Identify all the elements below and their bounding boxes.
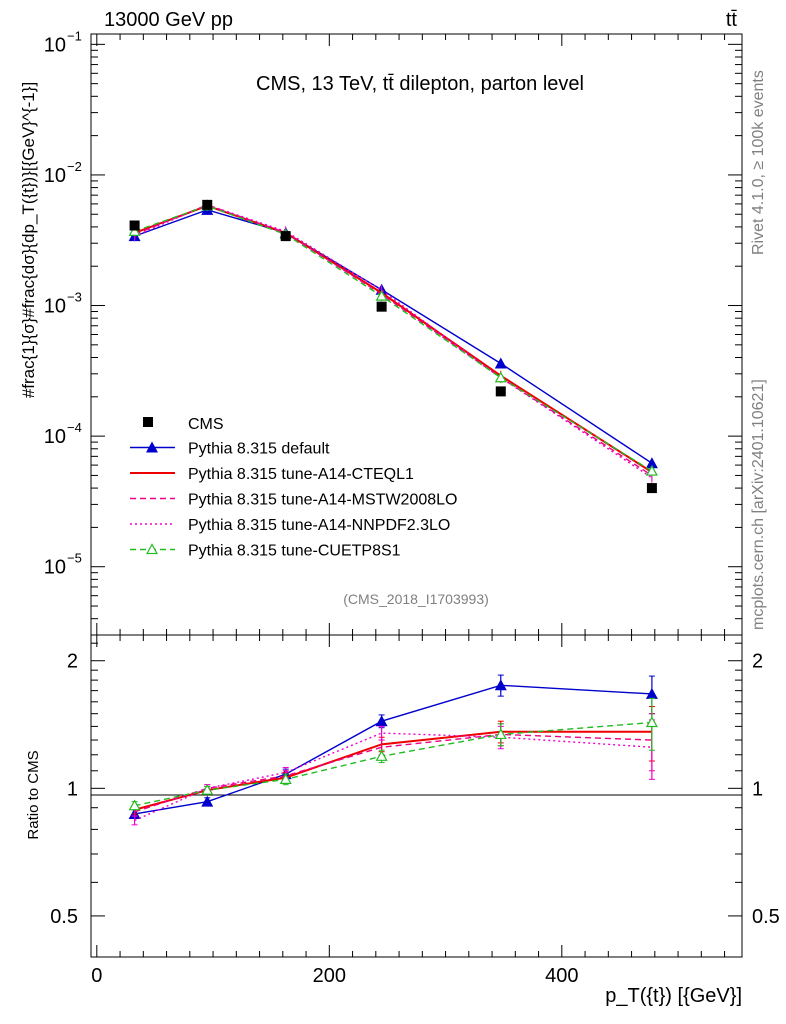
legend-label: Pythia 8.315 tune-A14-MSTW2008LO: [188, 492, 457, 509]
ratio-line: [134, 684, 652, 815]
ratio-marker: [201, 783, 214, 795]
data-point: [495, 386, 506, 397]
series-marker: [645, 464, 658, 476]
y-tick-label: 10: [44, 426, 66, 448]
y-tick-exponent: −1: [67, 28, 82, 43]
legend-label: Pythia 8.315 tune-A14-CTEQL1: [188, 466, 414, 483]
ratio-plot-frame: [90, 634, 743, 958]
ratio-tick-label: 0.5: [50, 906, 78, 928]
y-tick-exponent: −2: [67, 159, 82, 174]
ratio-marker: [494, 679, 507, 691]
ratio-marker: [375, 750, 388, 761]
series-line: [134, 209, 653, 464]
rivet-version-label: Rivet 4.1.0, ≥ 100k events: [750, 70, 767, 255]
data-point: [646, 483, 657, 494]
y-tick-label: 10: [44, 557, 66, 579]
series-line: [134, 204, 653, 479]
ratio-tick-label-right: 0.5: [752, 906, 780, 928]
series-line: [134, 205, 653, 472]
series-marker: [645, 457, 658, 469]
y-tick-exponent: −3: [67, 290, 82, 305]
ratio-marker: [645, 716, 658, 728]
y-tick-label: 10: [44, 34, 66, 56]
legend-label: Pythia 8.315 tune-CUETP8S1: [188, 543, 401, 560]
header-process-label: tt̄: [726, 9, 738, 31]
legend-data-marker: [143, 417, 153, 427]
series-line: [134, 204, 653, 477]
series-marker: [494, 371, 507, 383]
x-tick-label: 200: [313, 965, 346, 987]
mcplots-reference-label: mcplots.cern.ch [arXiv:2401.10621]: [750, 379, 767, 630]
legend: CMS Pythia 8.315 default Pythia 8.315 tune…: [130, 416, 457, 560]
ratio-tick-label: 1: [67, 778, 78, 800]
x-tick-label: 0: [91, 965, 102, 987]
ratio-line: [134, 732, 652, 822]
ratio-marker: [645, 687, 658, 699]
ratio-tick-label-right: 2: [752, 651, 763, 673]
y-tick-exponent: −4: [67, 420, 82, 435]
series-marker: [128, 225, 141, 236]
analysis-tag: (CMS_2018_I1703993): [343, 591, 489, 607]
ratio-marker: [375, 715, 388, 727]
data-point: [280, 231, 291, 242]
legend-label: Pythia 8.315 tune-A14-NNPDF2.3LO: [188, 517, 450, 534]
ratio-marker: [201, 795, 214, 807]
y-axis-label: #frac{1}{σ}#frac{dσ}{dp_T({t})}[{GeV}^{-…: [19, 82, 38, 398]
ratio-tick-label-right: 1: [752, 778, 763, 800]
ratio-series: [128, 674, 658, 826]
series-marker: [375, 289, 388, 301]
data-point: [376, 301, 387, 312]
ratio-y-axis-label: Ratio to CMS: [25, 750, 42, 839]
ratio-line: [134, 730, 652, 811]
y-tick-exponent: −5: [67, 551, 82, 566]
ratio-line: [134, 721, 652, 807]
series-marker: [494, 357, 507, 369]
legend-marker: [146, 441, 158, 453]
ratio-marker: [494, 728, 507, 740]
y-tick-label: 10: [44, 296, 66, 318]
x-tick-label: 400: [545, 965, 578, 987]
data-point: [129, 220, 140, 231]
legend-data-label: CMS: [188, 416, 224, 433]
ratio-marker: [128, 799, 141, 811]
header-energy-label: 13000 GeV pp: [104, 9, 233, 31]
ratio-marker: [279, 773, 292, 784]
y-tick-label: 10: [44, 165, 66, 187]
main-series: [128, 199, 658, 494]
legend-marker: [145, 543, 159, 555]
legend-label: Pythia 8.315 default: [188, 441, 330, 458]
ratio-tick-label: 2: [67, 651, 78, 673]
plot-title: CMS, 13 TeV, tt̄ dilepton, parton level: [256, 73, 584, 95]
data-point: [202, 199, 213, 210]
x-axis-label: p_T({t}) [{GeV}]: [605, 985, 742, 1007]
